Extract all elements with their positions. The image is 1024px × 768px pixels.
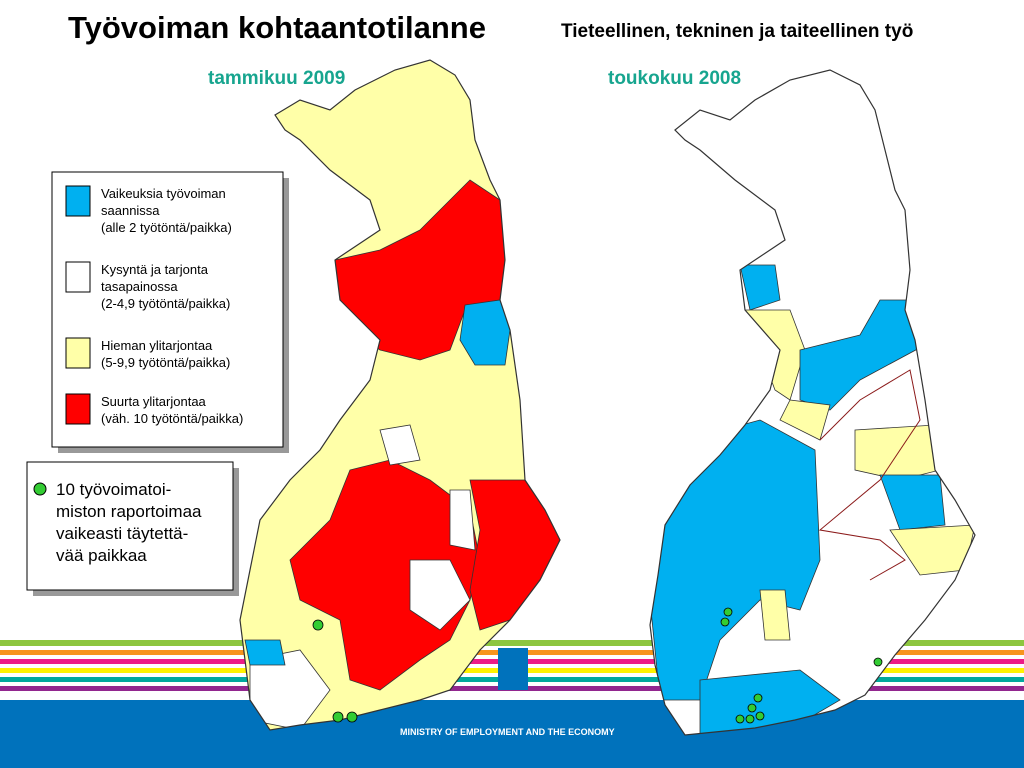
legend-text: (5-9,9 työtöntä/paikka) [101,355,230,370]
note-text: vää paikkaa [56,546,147,565]
legend-text: (2-4,9 työtöntä/paikka) [101,296,230,311]
legend-text: Hieman ylitarjontaa [101,338,213,353]
note-box [26,461,234,591]
legend-text: (alle 2 työtöntä/paikka) [101,220,232,235]
title: Työvoiman kohtaantotilanne [68,10,486,45]
subtitle: Tieteellinen, tekninen ja taiteellinen t… [561,21,913,42]
map-right [649,69,976,736]
legend-text: saannissa [101,203,160,218]
legend-swatch [65,393,91,425]
legend-text: Suurta ylitarjontaa [101,394,207,409]
legend-swatch [65,261,91,293]
map-label: toukokuu 2008 [608,68,741,89]
legend-swatch [65,185,91,217]
note-text: 10 työvoimatoi- [56,480,171,499]
note-marker [33,482,47,496]
map-label: tammikuu 2009 [208,68,345,89]
legend-swatch [65,337,91,369]
note-text: miston raportoimaa [56,502,202,521]
legend-text: tasapainossa [101,279,178,294]
legend-text: Kysyntä ja tarjonta [101,262,209,277]
legend-text: Vaikeuksia työvoiman [101,186,226,201]
green-dots [312,607,883,724]
logo [498,648,528,690]
note: 10 työvoimatoi-miston raportoimaa vaikeas… [56,480,202,565]
legend: Vaikeuksia työvoiman saannissa (alle 2 työ… [65,185,243,426]
note-text: vaikeasti täytettä- [56,524,188,543]
footer-text: MINISTRY OF EMPLOYMENT AND THE ECONOMY [400,727,615,737]
legend-text: (väh. 10 työtöntä/paikka) [101,411,243,426]
